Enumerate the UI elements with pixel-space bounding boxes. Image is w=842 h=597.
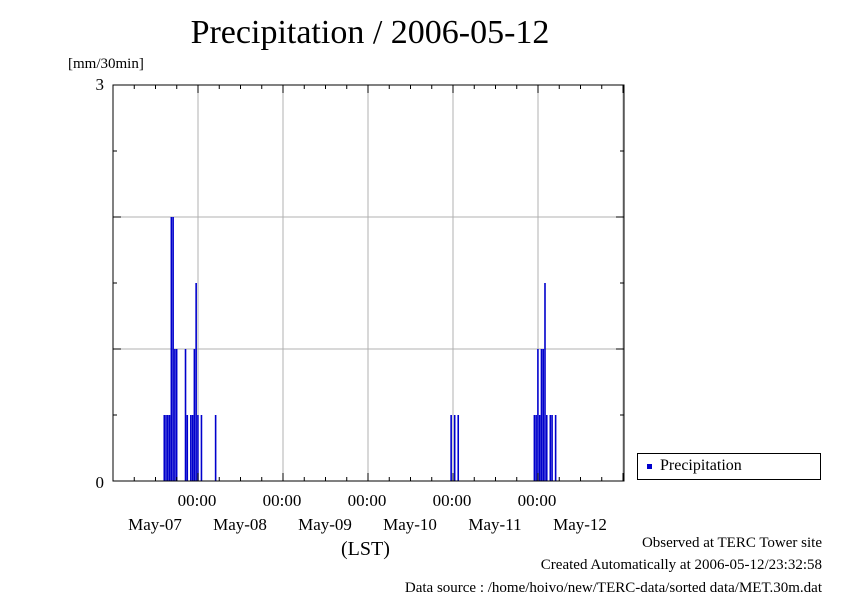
precipitation-bar — [174, 349, 176, 481]
footer-created: Created Automatically at 2006-05-12/23:3… — [540, 557, 822, 573]
x-date-label: May-11 — [468, 515, 522, 534]
precipitation-bar — [167, 415, 169, 481]
chart-title: Precipitation / 2006-05-12 — [190, 14, 550, 51]
precipitation-bar — [537, 349, 539, 481]
footer-source: Data source : /home/hoivo/new/TERC-data/… — [404, 580, 822, 596]
x-axis-label: (LST) — [341, 538, 390, 560]
precipitation-bar — [172, 217, 174, 481]
precipitation-bar — [191, 415, 194, 481]
legend-swatch — [647, 464, 652, 469]
precipitation-bar — [165, 415, 167, 481]
precipitation-bar — [533, 415, 536, 481]
precipitation-bar — [535, 415, 537, 481]
precipitation-bars — [163, 217, 557, 481]
precipitation-bar — [184, 349, 187, 481]
precipitation-bar — [193, 349, 196, 481]
y-axis-unit-label: [mm/30min] — [68, 56, 144, 72]
precipitation-bar — [540, 349, 543, 481]
precipitation-bar — [190, 415, 192, 481]
footer-observed: Observed at TERC Tower site — [641, 535, 822, 551]
precipitation-bar — [163, 415, 166, 481]
x-time-label: 00:00 — [517, 491, 557, 510]
precipitation-bar — [214, 415, 217, 481]
x-time-label: 00:00 — [177, 491, 217, 510]
x-time-label: 00:00 — [262, 491, 302, 510]
precipitation-bar — [186, 415, 189, 481]
precipitation-bar — [200, 415, 203, 481]
precipitation-bar — [168, 415, 171, 481]
precipitation-bar — [549, 415, 552, 481]
x-date-label: May-07 — [128, 515, 182, 534]
precipitation-bar — [544, 283, 546, 481]
x-date-label: May-12 — [553, 515, 607, 534]
y-tick-label-max: 3 — [95, 75, 105, 94]
y-tick-label-min: 0 — [95, 473, 105, 492]
legend-label: Precipitation — [660, 457, 742, 474]
precipitation-bar — [545, 415, 548, 481]
legend: Precipitation — [637, 453, 821, 480]
precipitation-bar — [450, 415, 452, 481]
precipitation-bar — [542, 349, 545, 481]
precipitation-bar — [197, 415, 199, 481]
precipitation-bar — [170, 217, 173, 481]
x-time-label: 00:00 — [347, 491, 387, 510]
axis-ticks — [113, 84, 624, 482]
precipitation-bar — [554, 415, 557, 481]
x-time-label: 00:00 — [432, 491, 472, 510]
precipitation-bar — [175, 349, 178, 481]
precipitation-bar — [551, 415, 553, 481]
x-date-label: May-10 — [383, 515, 437, 534]
precipitation-bar — [538, 415, 541, 481]
x-date-label: May-08 — [213, 515, 267, 534]
precipitation-bar — [195, 283, 197, 481]
precipitation-bar — [453, 415, 456, 481]
x-date-label: May-09 — [298, 515, 352, 534]
precipitation-bar — [457, 415, 460, 481]
